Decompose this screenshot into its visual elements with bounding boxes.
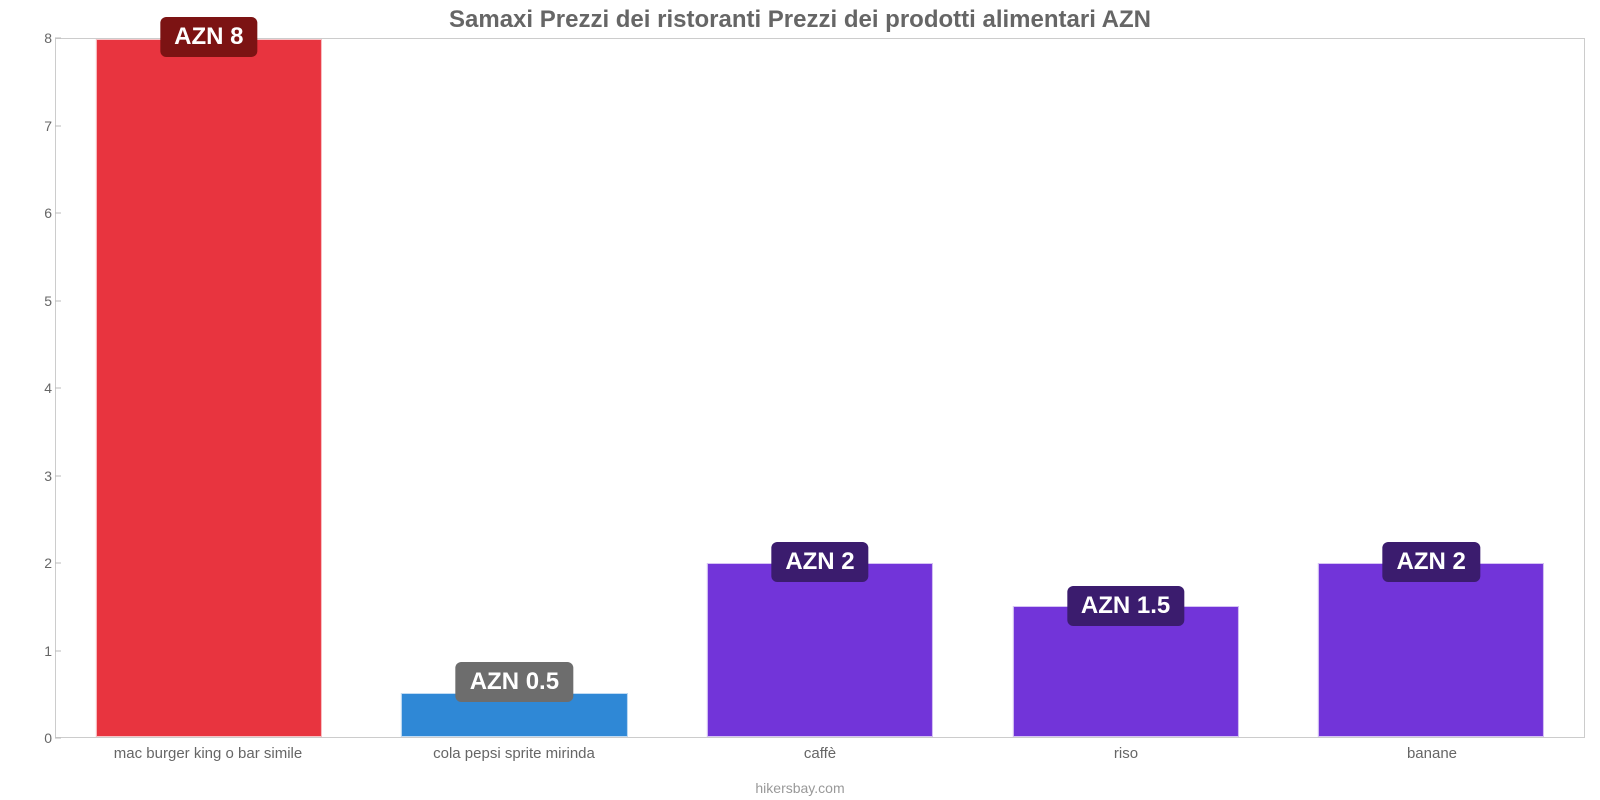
bar [1318,563,1544,738]
ytick-label: 3 [0,468,52,484]
bar-slot: AZN 2 [667,39,973,737]
attribution-text: hikersbay.com [0,780,1600,796]
bars-container: AZN 8 AZN 0.5 AZN 2 AZN 1.5 AZN 2 [56,39,1584,737]
ytick-mark [55,300,61,301]
bar [707,563,933,738]
xtick-label: caffè [804,745,836,762]
value-badge: AZN 0.5 [456,662,573,702]
ytick-label: 5 [0,293,52,309]
value-badge: AZN 2 [1383,542,1480,582]
ytick-label: 7 [0,118,52,134]
xtick-label: riso [1114,745,1138,762]
ytick-label: 1 [0,643,52,659]
ytick-mark [55,388,61,389]
ytick-label: 0 [0,730,52,746]
bar-slot: AZN 1.5 [973,39,1279,737]
xtick-label: cola pepsi sprite mirinda [433,745,595,762]
plot-area: AZN 8 AZN 0.5 AZN 2 AZN 1.5 AZN 2 [55,38,1585,738]
bar-slot: AZN 0.5 [362,39,668,737]
bar [96,39,322,737]
ytick-mark [55,213,61,214]
ytick-label: 6 [0,205,52,221]
bar-slot: AZN 2 [1278,39,1584,737]
ytick-mark [55,125,61,126]
ytick-mark [55,738,61,739]
value-badge: AZN 1.5 [1067,586,1184,626]
ytick-mark [55,563,61,564]
price-bar-chart: Samaxi Prezzi dei ristoranti Prezzi dei … [0,0,1600,800]
xtick-label: banane [1407,745,1457,762]
value-badge: AZN 2 [771,542,868,582]
xtick-label: mac burger king o bar simile [114,745,302,762]
bar [1013,606,1239,737]
ytick-mark [55,38,61,39]
ytick-label: 2 [0,555,52,571]
ytick-label: 8 [0,30,52,46]
ytick-mark [55,475,61,476]
ytick-label: 4 [0,380,52,396]
bar-slot: AZN 8 [56,39,362,737]
value-badge: AZN 8 [160,17,257,57]
ytick-mark [55,650,61,651]
